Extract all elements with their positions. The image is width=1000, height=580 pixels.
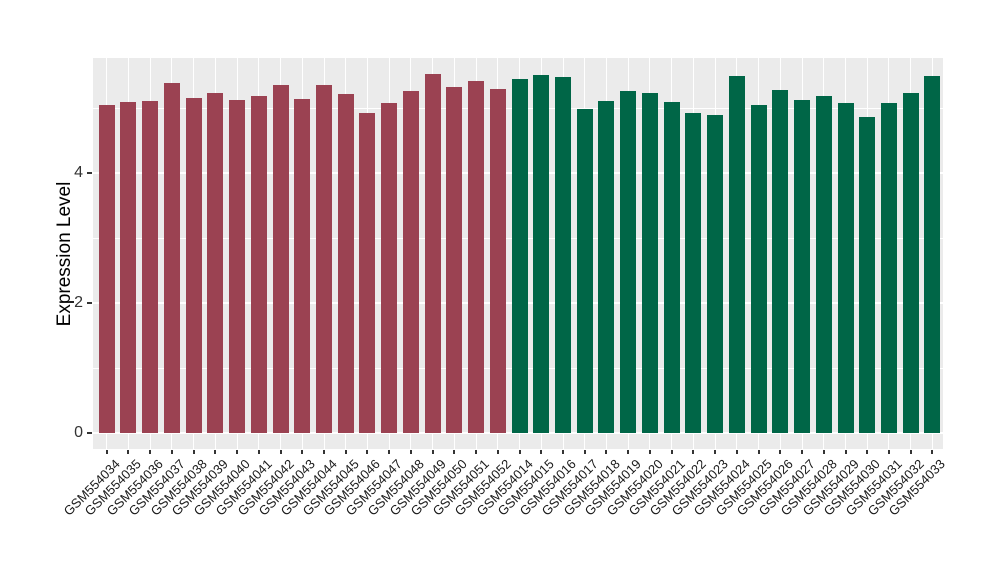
bar-GSM554025 <box>750 104 767 434</box>
x-tick-GSM554016 <box>562 450 565 454</box>
bar-GSM554043 <box>294 99 311 434</box>
y-tick-label-4: 4 <box>74 163 83 181</box>
x-tick-GSM554034 <box>105 450 108 454</box>
x-tick-GSM554052 <box>496 450 499 454</box>
x-tick-GSM554023 <box>714 450 717 454</box>
x-tick-GSM554021 <box>670 450 673 454</box>
bar-GSM554046 <box>359 113 376 434</box>
bar-GSM554036 <box>142 100 159 434</box>
bar-GSM554033 <box>924 75 941 434</box>
bar-GSM554030 <box>859 117 876 434</box>
bar-GSM554049 <box>424 74 441 434</box>
x-tick-GSM554041 <box>257 450 260 454</box>
x-tick-GSM554017 <box>583 450 586 454</box>
bar-GSM554023 <box>707 114 724 434</box>
y-tick-4 <box>87 171 92 174</box>
x-tick-GSM554019 <box>627 450 630 454</box>
x-tick-GSM554043 <box>301 450 304 454</box>
x-tick-GSM554037 <box>170 450 173 454</box>
bar-GSM554022 <box>685 112 702 434</box>
bar-GSM554029 <box>837 102 854 434</box>
gridline-major-y0 <box>93 432 943 435</box>
x-tick-GSM554028 <box>822 450 825 454</box>
bar-GSM554027 <box>794 99 811 434</box>
bar-GSM554039 <box>207 92 224 434</box>
bar-GSM554045 <box>337 93 354 434</box>
x-tick-GSM554049 <box>431 450 434 454</box>
x-tick-GSM554040 <box>236 450 239 454</box>
plot-panel <box>93 58 943 449</box>
x-tick-GSM554020 <box>648 450 651 454</box>
y-tick-label-2: 2 <box>74 293 83 311</box>
x-tick-GSM554033 <box>931 450 934 454</box>
bar-GSM554035 <box>120 101 137 434</box>
bar-GSM554042 <box>272 85 289 434</box>
bar-GSM554034 <box>98 104 115 434</box>
bar-GSM554015 <box>533 74 550 434</box>
bar-GSM554021 <box>663 102 680 434</box>
y-tick-0 <box>87 432 92 435</box>
bar-GSM554041 <box>250 95 267 434</box>
x-tick-GSM554050 <box>453 450 456 454</box>
x-tick-GSM554029 <box>844 450 847 454</box>
bar-GSM554014 <box>511 79 528 434</box>
x-tick-GSM554048 <box>409 450 412 454</box>
x-tick-GSM554045 <box>344 450 347 454</box>
x-tick-GSM554039 <box>214 450 217 454</box>
bar-GSM554026 <box>772 89 789 434</box>
bar-GSM554037 <box>163 83 180 434</box>
bar-GSM554020 <box>641 93 658 434</box>
bar-GSM554024 <box>728 75 745 434</box>
x-tick-GSM554022 <box>692 450 695 454</box>
bar-GSM554050 <box>446 86 463 434</box>
x-tick-GSM554018 <box>605 450 608 454</box>
bar-GSM554016 <box>555 76 572 434</box>
x-tick-GSM554015 <box>540 450 543 454</box>
bar-GSM554048 <box>402 90 419 434</box>
y-tick-label-0: 0 <box>74 424 83 442</box>
x-tick-GSM554030 <box>866 450 869 454</box>
x-tick-GSM554031 <box>887 450 890 454</box>
bar-GSM554040 <box>229 99 246 434</box>
x-tick-GSM554038 <box>192 450 195 454</box>
x-tick-GSM554046 <box>366 450 369 454</box>
bar-GSM554018 <box>598 100 615 434</box>
bar-GSM554052 <box>489 88 506 434</box>
y-tick-2 <box>87 301 92 304</box>
bar-GSM554047 <box>381 102 398 434</box>
bar-GSM554019 <box>620 90 637 434</box>
x-tick-GSM554026 <box>779 450 782 454</box>
x-tick-GSM554036 <box>149 450 152 454</box>
bar-GSM554051 <box>468 80 485 434</box>
bar-GSM554017 <box>576 108 593 434</box>
bar-GSM554038 <box>185 97 202 434</box>
bar-GSM554028 <box>815 95 832 434</box>
x-tick-GSM554024 <box>735 450 738 454</box>
x-tick-GSM554025 <box>757 450 760 454</box>
x-tick-GSM554032 <box>909 450 912 454</box>
x-tick-GSM554047 <box>388 450 391 454</box>
bar-GSM554032 <box>902 93 919 434</box>
x-tick-GSM554014 <box>518 450 521 454</box>
x-tick-GSM554042 <box>279 450 282 454</box>
x-tick-GSM554035 <box>127 450 130 454</box>
x-tick-GSM554044 <box>323 450 325 454</box>
x-tick-GSM554027 <box>801 450 804 454</box>
x-tick-GSM554051 <box>475 450 478 454</box>
bar-GSM554044 <box>316 84 332 434</box>
bar-GSM554031 <box>880 102 897 434</box>
